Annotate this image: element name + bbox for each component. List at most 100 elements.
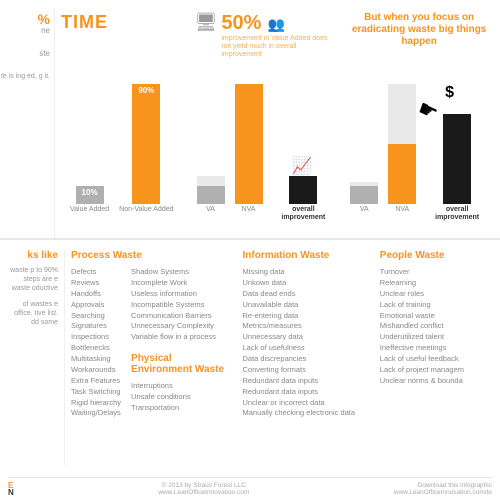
time-title: TIME xyxy=(61,12,183,33)
monitor-icon: 🖥 xyxy=(195,12,218,33)
panel-focus: But when you focus on eradicating waste … xyxy=(342,8,496,238)
strip-line2: ste xyxy=(0,50,50,59)
bottom-row: ks like waste p to 90% steps are e waste… xyxy=(0,240,500,465)
list-item: Incomplete Work xyxy=(131,278,230,289)
list-item: Emotional waste xyxy=(380,311,488,322)
panel-time: TIME 10%Value Added90%Non-Value Added xyxy=(55,8,189,238)
process-list1: DefectsReviewsHandoffsApprovalsSearching… xyxy=(71,267,121,419)
list-item: Data discrepancies xyxy=(242,354,367,365)
looks-title: ks like xyxy=(6,250,58,261)
list-item: Defects xyxy=(71,267,121,278)
list-item: Redundant data inputs xyxy=(242,376,367,387)
list-item: Reviews xyxy=(71,278,121,289)
fifty-sub: improvement in Value Added does not yiel… xyxy=(221,35,336,59)
footer: E N © 2013 by Straus Forest LLC www.Lean… xyxy=(8,477,492,496)
bar: VA xyxy=(350,186,378,220)
col-info: Information Waste Missing dataUnkown dat… xyxy=(236,250,373,465)
list-item: Re-entering data xyxy=(242,311,367,322)
list-item: Multitasking xyxy=(71,354,121,365)
list-item: Approvals xyxy=(71,300,121,311)
phys-list: InterruptionsUnsafe conditionsTransporta… xyxy=(131,381,230,414)
looks-p1: waste p to 90% steps are e waste oductiv… xyxy=(6,267,58,293)
list-item: Signatures xyxy=(71,321,121,332)
bar: overall improvement xyxy=(426,114,488,220)
fifty-chart: VANVA📈overall improvement xyxy=(197,90,335,220)
list-item: Ineffective meetings xyxy=(380,343,488,354)
list-item: Redundant data inputs xyxy=(242,387,367,398)
big-pct: % xyxy=(0,12,50,27)
list-item: Metrics/measures xyxy=(242,321,367,332)
list-item: Searching xyxy=(71,311,121,322)
focus-title: But when you focus on eradicating waste … xyxy=(348,12,490,48)
strip-desc: te is ing ed, g it. xyxy=(0,73,50,81)
dollar-icon: $ xyxy=(445,84,454,102)
list-item: Turnover xyxy=(380,267,488,278)
list-item: Missing data xyxy=(242,267,367,278)
info-list: Missing dataUnkown dataData dead endsUna… xyxy=(242,267,367,419)
list-item: Manually checking electronic data xyxy=(242,408,367,419)
list-item: Underutilized talent xyxy=(380,332,488,343)
list-item: Bottlenecks xyxy=(71,343,121,354)
download-text: Download this infographic xyxy=(394,482,492,489)
list-item: Waiting/Delays xyxy=(71,408,121,419)
list-item: Unclear or incorrect data xyxy=(242,398,367,409)
bar: 90%Non-Value Added xyxy=(119,84,173,220)
list-item: Lack of usefulness xyxy=(242,343,367,354)
list-item: Relearning xyxy=(380,278,488,289)
list-item: Inspections xyxy=(71,332,121,343)
people-title: People Waste xyxy=(380,250,488,261)
list-item: Incompatible Systems xyxy=(131,300,230,311)
bar: VA xyxy=(197,186,225,220)
col-looks: ks like waste p to 90% steps are e waste… xyxy=(0,250,65,465)
process-list2: Shadow SystemsIncomplete WorkUseless inf… xyxy=(131,267,230,343)
bar: NVA xyxy=(235,84,263,220)
col-process: Process Waste DefectsReviewsHandoffsAppr… xyxy=(65,250,236,465)
list-item: Transportation xyxy=(131,403,230,414)
list-item: Mishandled conflict xyxy=(380,321,488,332)
footer-center: © 2013 by Straus Forest LLC www.LeanOffi… xyxy=(158,482,249,496)
copyright: © 2013 by Straus Forest LLC xyxy=(158,482,249,489)
footer-right: Download this infographic www.LeanOffice… xyxy=(394,482,492,496)
bar: 10%Value Added xyxy=(70,186,109,220)
list-item: Lack of useful feedback xyxy=(380,354,488,365)
url1: www.LeanOfficeInnovation.com xyxy=(158,489,249,496)
list-item: Unkown data xyxy=(242,278,367,289)
bar: 📈overall improvement xyxy=(273,176,335,220)
list-item: Task Switching xyxy=(71,387,121,398)
list-item: Unnecessary data xyxy=(242,332,367,343)
bar: NVA xyxy=(388,144,416,220)
people-icon: 👥 xyxy=(268,16,285,32)
time-chart: 10%Value Added90%Non-Value Added xyxy=(63,90,181,220)
list-item: Rigid hierarchy xyxy=(71,398,121,409)
list-item: Workarounds xyxy=(71,365,121,376)
list-item: Useless information xyxy=(131,289,230,300)
focus-chart: $ ☛ VANVAoverall improvement xyxy=(350,90,488,220)
list-item: Unclear norms & bounda xyxy=(380,376,488,387)
strip-line1: ne xyxy=(0,27,50,36)
col-people: People Waste TurnoverRelearningUnclear r… xyxy=(374,250,494,465)
fifty-pct: 50% xyxy=(221,12,261,34)
list-item: Interruptions xyxy=(131,381,230,392)
list-item: Unclear roles xyxy=(380,289,488,300)
panel50-head: 🖥 50% 👥 improvement in Value Added does … xyxy=(195,12,337,59)
list-item: Handoffs xyxy=(71,289,121,300)
looks-p2: of wastes e office. tive list. dd some xyxy=(6,301,58,327)
phys-title: Physical Environment Waste xyxy=(131,353,230,375)
footer-logo: E N xyxy=(8,482,14,496)
url2: www.LeanOfficeInnovation.com/te xyxy=(394,489,492,496)
list-item: Unnecessary Complexity xyxy=(131,321,230,332)
list-item: Extra Features xyxy=(71,376,121,387)
list-item: Shadow Systems xyxy=(131,267,230,278)
list-item: Converting formats xyxy=(242,365,367,376)
list-item: Communication Barriers xyxy=(131,311,230,322)
logo-l2: N xyxy=(8,489,14,496)
list-item: Data dead ends xyxy=(242,289,367,300)
panel-50: 🖥 50% 👥 improvement in Value Added does … xyxy=(189,8,343,238)
list-item: Lack of project managem xyxy=(380,365,488,376)
left-strip: % ne ste te is ing ed, g it. xyxy=(0,8,55,238)
list-item: Unavailable data xyxy=(242,300,367,311)
people-list: TurnoverRelearningUnclear rolesLack of t… xyxy=(380,267,488,387)
list-item: Variable flow in a process xyxy=(131,332,230,343)
list-item: Lack of training xyxy=(380,300,488,311)
top-row: % ne ste te is ing ed, g it. TIME 10%Val… xyxy=(0,0,500,240)
